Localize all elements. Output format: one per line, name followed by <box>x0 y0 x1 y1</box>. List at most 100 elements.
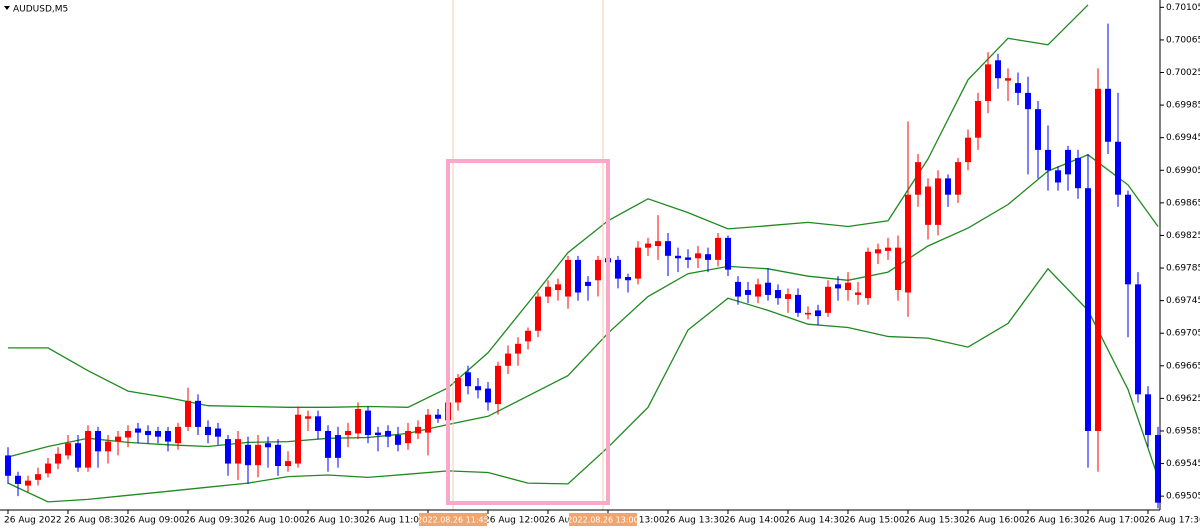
candle-body <box>1085 188 1091 431</box>
candle-body <box>175 426 181 444</box>
candle-body <box>425 414 431 433</box>
y-tick-label: 0.69985 <box>1166 101 1200 111</box>
candle-body <box>975 101 981 138</box>
candle-body <box>995 60 1001 79</box>
candle-body <box>575 259 581 293</box>
x-tick-label: 26 Aug 16:00 <box>964 516 1025 526</box>
candle-body <box>935 178 941 225</box>
candle-body <box>1065 149 1071 175</box>
candle-body <box>505 353 511 366</box>
candle-body <box>1045 149 1051 171</box>
y-tick-label: 0.69865 <box>1166 198 1200 208</box>
crosshair-label-bg <box>569 513 637 526</box>
candle-body <box>955 162 961 195</box>
candle-body <box>435 414 441 419</box>
candle-body <box>515 343 521 354</box>
crosshair-label: 2022.08.26 11:45 <box>417 513 489 526</box>
x-tick-label: 26 Aug 10:00 <box>244 516 305 526</box>
candle-body <box>415 426 421 434</box>
candle-body <box>195 400 201 427</box>
candle-body <box>135 428 141 433</box>
candle-body <box>185 400 191 427</box>
axes: 0.70105 0.70065 0.70025 0.69985 0.69945 0.699… <box>4 3 1200 526</box>
candle-body <box>725 237 731 270</box>
y-tick-label: 0.69585 <box>1166 426 1200 436</box>
candle-body <box>525 330 531 342</box>
candle-body <box>825 286 831 313</box>
y-tick-label: 0.69945 <box>1166 133 1200 143</box>
candle-body <box>95 430 101 452</box>
crosshair-label-bg <box>419 513 487 526</box>
candle-body <box>905 194 911 293</box>
x-tick-label: 26 Aug 11:00 <box>364 516 425 526</box>
x-tick-label: 26 Aug 14:00 <box>724 516 785 526</box>
candle-body <box>915 162 921 195</box>
candle-body <box>555 284 561 291</box>
band-line <box>7 154 1159 458</box>
candle-body <box>645 243 651 248</box>
candle-body <box>795 294 801 313</box>
candle-body <box>495 365 501 405</box>
x-tick-label: 26 Aug 12:00 <box>484 516 545 526</box>
candle-body <box>25 480 31 486</box>
candle-body <box>1135 284 1141 395</box>
candle-body <box>295 414 301 464</box>
candle-body <box>685 257 691 260</box>
candle-body <box>405 430 411 444</box>
candle-body <box>1115 141 1121 195</box>
candle-body <box>265 443 271 448</box>
highlight-box <box>446 159 610 505</box>
candle-body <box>1055 170 1061 183</box>
candle-body <box>845 282 851 291</box>
candle-body <box>215 428 221 437</box>
candle-body <box>585 281 591 286</box>
candle-body <box>55 453 61 464</box>
candle-body <box>335 435 341 458</box>
candle-body <box>745 290 751 295</box>
chart-title: AUDUSD,M5 <box>13 5 68 15</box>
candle-body <box>385 430 391 437</box>
candle-body <box>1005 78 1011 81</box>
candle-body <box>465 372 471 387</box>
candle-body <box>365 410 371 436</box>
x-tick-label: 26 Aug 17:00 <box>1084 516 1145 526</box>
y-tick-label: 0.69705 <box>1166 329 1200 339</box>
candle-body <box>485 388 491 403</box>
y-tick-label: 0.69665 <box>1166 361 1200 371</box>
y-tick-label: 0.69745 <box>1166 296 1200 306</box>
candle-body <box>395 435 401 445</box>
candle-body <box>695 253 701 259</box>
candle-body <box>665 241 671 256</box>
candle-body <box>755 284 761 297</box>
candle-body <box>945 178 951 195</box>
candle-body <box>35 474 41 480</box>
x-tick-label: 26 Aug 08:30 <box>64 516 125 526</box>
candle-body <box>275 444 281 467</box>
crosshair-label: 2022.08.26 13:00 <box>567 513 639 526</box>
candle-body <box>85 430 91 468</box>
candle-body <box>45 463 51 474</box>
y-tick-label: 0.70065 <box>1166 35 1200 45</box>
candle-body <box>675 255 681 259</box>
candle-body <box>375 432 381 436</box>
candle-body <box>535 296 541 331</box>
candle-body <box>925 186 931 225</box>
candle-body <box>805 312 811 315</box>
candle-body <box>5 455 11 476</box>
candle-body <box>985 64 991 102</box>
x-tick-label: 26 Aug 10:30 <box>304 516 365 526</box>
candle-body <box>115 436 121 442</box>
candle-body <box>125 430 131 438</box>
candle-body <box>735 281 741 297</box>
candle-body <box>165 430 171 442</box>
candle-body <box>785 294 791 299</box>
candle-body <box>65 443 71 456</box>
candle-body <box>455 378 461 403</box>
crosshair-label-text: 2022.08.26 11:45 <box>417 516 488 525</box>
candle-body <box>155 430 161 437</box>
x-tick-label: 26 Aug 2022 <box>4 516 62 526</box>
candle-body <box>595 259 601 281</box>
y-tick-label: 0.69905 <box>1166 166 1200 176</box>
candle-body <box>225 439 231 464</box>
